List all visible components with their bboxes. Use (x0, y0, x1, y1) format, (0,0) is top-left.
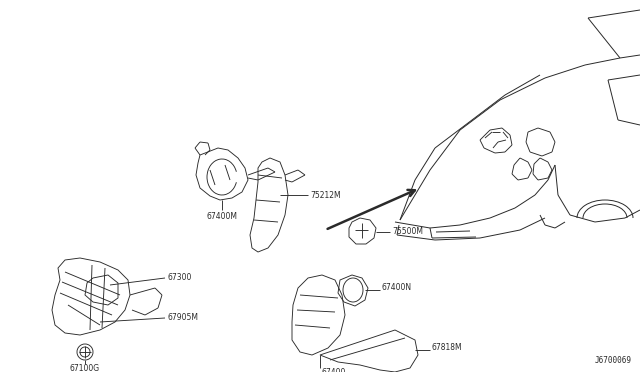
Text: 67100G: 67100G (70, 364, 100, 372)
Text: 75212M: 75212M (310, 190, 340, 199)
Text: 67905M: 67905M (167, 314, 198, 323)
Text: 67818M: 67818M (432, 343, 463, 353)
Text: 67400N: 67400N (382, 283, 412, 292)
Text: 67400M: 67400M (207, 212, 237, 221)
Text: 67400: 67400 (322, 368, 346, 372)
Text: 67300: 67300 (167, 273, 191, 282)
Text: 75500M: 75500M (392, 228, 423, 237)
Text: J6700069: J6700069 (595, 356, 632, 365)
